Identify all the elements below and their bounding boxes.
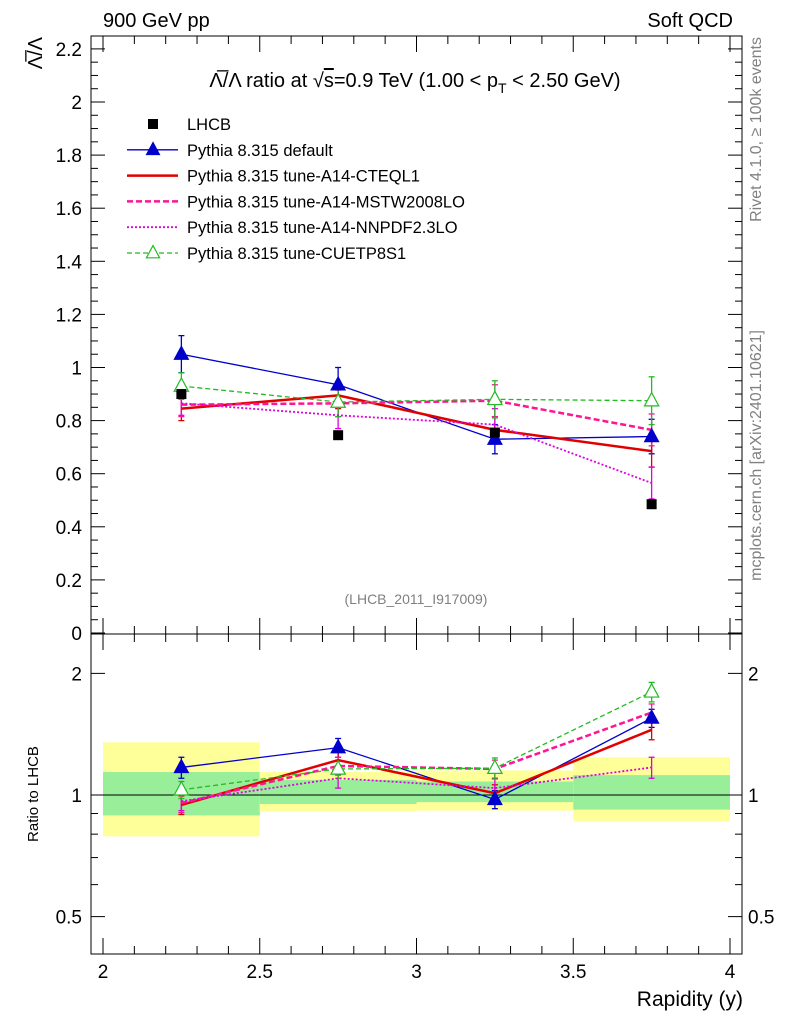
rivet-label: Rivet 4.1.0, ≥ 100k events: [748, 37, 765, 222]
main-y-tick-label: 0.2: [56, 571, 82, 592]
main-ylabel: Λ̅/Λ: [24, 36, 47, 69]
x-tick-label: 2: [98, 962, 109, 983]
legend-label: Pythia 8.315 default: [187, 142, 333, 160]
main-y-tick-label: 1.6: [56, 199, 82, 220]
ratio-series-line: [181, 691, 652, 791]
legend-marker-triangle: [145, 141, 161, 156]
x-tick-labels: 2 2.5 3 3.5 4: [98, 962, 736, 983]
legend-label: Pythia 8.315 tune-A14-MSTW2008LO: [187, 193, 465, 211]
ratio-series-line: [181, 711, 653, 805]
title-s: s: [324, 70, 334, 92]
legend-label-data: LHCB: [187, 116, 231, 134]
ratio-series-lines: [181, 691, 653, 807]
title-root: √: [313, 70, 324, 92]
ratio-y-tick-label: 0.5: [56, 908, 82, 929]
main-y-tick-label: 1.4: [56, 252, 83, 273]
main-series-line: [181, 385, 652, 403]
main-panel: 0 0.2 0.4 0.6 0.8 1 1.2 1.4 1.6 1.8 2 2.2 Λ̅/Λ rati…: [24, 35, 743, 645]
data-point: [489, 427, 500, 438]
ratio-frame: [90, 633, 743, 955]
ratio-ticks: 0.5 0.5 1 1 2 2: [56, 634, 774, 954]
main-y-tick-label: 1: [71, 359, 82, 380]
title-sub: T: [498, 80, 507, 96]
main-title: Λ̅/Λ ratio at √s=0.9 TeV (1.00 < pT < 2.…: [209, 69, 620, 96]
ratio-series-line: [181, 717, 652, 801]
ratio-y-tick-label-right: 0.5: [748, 908, 774, 929]
x-tick-label: 4: [725, 962, 736, 983]
ratio-y-tick-label-right: 2: [748, 664, 759, 685]
x-tick-label: 3: [411, 962, 422, 983]
ratio-y-tick-label: 1: [71, 786, 82, 807]
ratio-panel: 0.5 0.5 1 1 2 2 Ratio to LHCB 2 2.5 3 3.5 4 Rapid…: [25, 633, 774, 1011]
main-marker-triangle: [173, 345, 190, 360]
main-y-tick-label: 2: [71, 93, 82, 114]
main-y-tick-label: 0.8: [56, 412, 82, 433]
main-y-tick-label: 0.4: [56, 518, 83, 539]
main-markers: [173, 345, 660, 510]
main-series-lines: [181, 353, 652, 484]
legend-marker-data: [148, 119, 158, 129]
data-point: [176, 389, 187, 400]
main-y-tick-label: 1.2: [56, 305, 82, 326]
ratio-marker-triangle-open: [329, 759, 347, 775]
legend: LHCB Pythia 8.315 default Pythia 8.315 tun…: [127, 116, 465, 263]
title-ratio: Λ̅/Λ ratio at: [209, 69, 312, 92]
main-marker-triangle-open: [643, 391, 660, 407]
ratio-markers: [173, 682, 660, 806]
title-energy: =0.9 TeV (1.00 < p: [334, 70, 498, 92]
mcplots-label: mcplots.cern.ch [arXiv:2401.10621]: [748, 330, 765, 581]
header-left: 900 GeV pp: [103, 10, 210, 32]
ratio-marker-triangle-open: [173, 780, 190, 796]
main-ticks: 0 0.2 0.4 0.6 0.8 1 1.2 1.4 1.6 1.8 2 2.2: [56, 36, 742, 645]
main-y-tick-label: 2.2: [56, 40, 82, 61]
ratio-series-line: [181, 766, 652, 803]
legend-label: Pythia 8.315 tune-A14-NNPDF2.3LO: [187, 219, 458, 237]
main-marker-triangle-open: [329, 392, 347, 408]
ratio-ylabel: Ratio to LHCB: [25, 746, 42, 842]
title-tail: < 2.50 GeV): [507, 70, 621, 92]
x-axis-label: Rapidity (y): [637, 988, 743, 1011]
main-error-bars: [178, 334, 655, 500]
x-tick-label: 2.5: [247, 962, 273, 983]
ratio-uncertainty-bands: [91, 742, 742, 837]
ratio-y-tick-label: 2: [71, 664, 82, 685]
ratio-marker-triangle: [486, 790, 503, 806]
x-tick-label: 3.5: [560, 962, 586, 983]
main-y-tick-label: 0: [71, 624, 82, 645]
main-series-line: [181, 399, 652, 432]
legend-label: Pythia 8.315 tune-CUETP8S1: [187, 245, 406, 263]
legend-marker-triangle-open: [145, 244, 161, 259]
ratio-series-line: [181, 728, 653, 807]
watermark: (LHCB_2011_I917009): [345, 591, 488, 607]
ratio-marker-triangle-open: [643, 682, 660, 698]
legend-label: Pythia 8.315 tune-A14-CTEQL1: [187, 168, 420, 186]
main-y-tick-label: 1.8: [56, 146, 82, 167]
ratio-marker-triangle: [330, 738, 347, 754]
main-series-line: [181, 402, 652, 484]
main-marker-triangle: [643, 427, 660, 443]
main-y-tick-label: 0.6: [56, 465, 82, 486]
ratio-marker-triangle: [173, 758, 190, 774]
data-point: [333, 430, 344, 441]
main-series-line: [181, 353, 652, 440]
header-right: Soft QCD: [647, 10, 733, 32]
ratio-band-inner: [573, 775, 730, 810]
main-marker-triangle: [486, 430, 503, 445]
main-marker-triangle: [330, 375, 347, 391]
data-point: [646, 499, 657, 510]
ratio-marker-triangle-open: [486, 758, 504, 775]
ratio-y-tick-label-right: 1: [748, 786, 759, 807]
ratio-marker-triangle: [643, 708, 660, 724]
main-marker-triangle-open: [486, 390, 504, 406]
main-series-line: [181, 394, 652, 453]
